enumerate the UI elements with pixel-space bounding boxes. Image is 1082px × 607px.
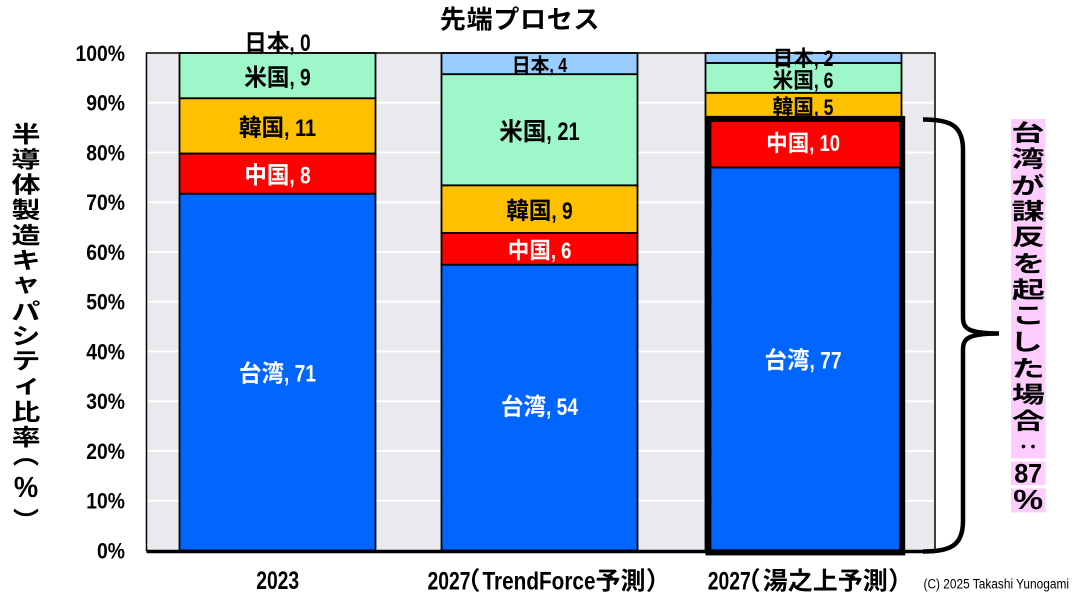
svg-text:50%: 50% [86,290,125,315]
svg-text:90%: 90% [86,91,125,116]
svg-text:, 2: , 2 [814,46,834,71]
svg-text:, 6: , 6 [814,68,834,93]
svg-text:, 11: , 11 [284,115,316,142]
svg-text:70%: 70% [86,190,125,215]
svg-text:, 71: , 71 [284,361,316,388]
svg-text:, 21: , 21 [546,118,579,146]
svg-text:80%: 80% [86,140,125,165]
svg-text:, 9: , 9 [551,198,572,225]
svg-text:, 4: , 4 [549,55,567,77]
svg-text:87: 87 [1014,458,1042,488]
svg-text:%: % [14,472,38,504]
svg-text:60%: 60% [86,240,125,265]
svg-text:2023: 2023 [256,567,299,595]
svg-text:, 0: , 0 [289,30,310,57]
svg-text:, 8: , 8 [289,163,310,190]
svg-text:0%: 0% [97,538,125,563]
svg-text:%: % [1013,484,1043,515]
svg-text:40%: 40% [86,339,125,364]
svg-text:, 9: , 9 [289,65,310,92]
svg-text:, 5: , 5 [814,95,834,120]
svg-text:, 10: , 10 [809,130,840,156]
svg-text:, 54: , 54 [546,394,579,421]
svg-text:2027: 2027 [428,568,471,596]
svg-text:10%: 10% [86,489,125,514]
svg-text:TrendForce: TrendForce [483,568,596,596]
svg-text:, 6: , 6 [551,237,572,263]
svg-text:20%: 20% [86,439,125,464]
svg-text:, 77: , 77 [810,348,842,375]
svg-text:2027: 2027 [708,568,751,596]
svg-text:30%: 30% [86,389,125,414]
svg-text:100%: 100% [76,41,126,66]
svg-text:(C) 2025 Takashi Yunogami: (C) 2025 Takashi Yunogami [924,576,1070,591]
